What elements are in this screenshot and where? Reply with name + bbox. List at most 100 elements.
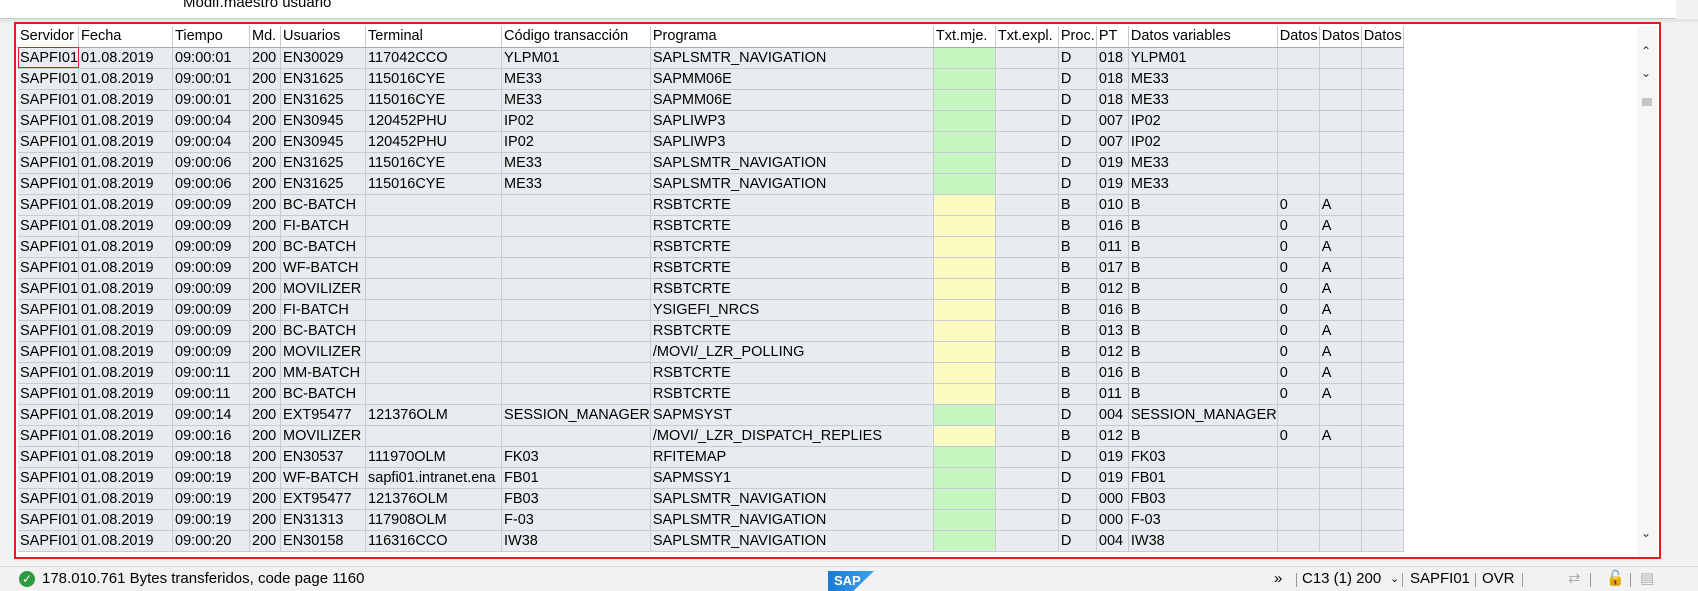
cell-pt[interactable]: 016 [1096, 215, 1129, 237]
cell-datos-2[interactable] [1319, 110, 1362, 132]
cell-datos-variables[interactable]: ME33 [1128, 152, 1278, 174]
cell-terminal[interactable] [365, 425, 503, 447]
cell-pt[interactable]: 017 [1096, 257, 1129, 279]
cell-datos-variables[interactable]: ME33 [1128, 89, 1278, 111]
table-row[interactable]: SAPFI01 01.08.2019 09:00:01 200 EN31625 11501… [18, 89, 1404, 111]
cell-programa[interactable]: SAPMM06E [650, 89, 934, 111]
cell-pt[interactable]: 018 [1096, 47, 1129, 69]
cell-pt[interactable]: 013 [1096, 320, 1129, 342]
cell-tiempo[interactable]: 09:00:09 [172, 236, 251, 258]
cell-codigo-transaccion[interactable] [501, 236, 651, 258]
column-header-txt-mje[interactable]: Txt.mje. [933, 26, 996, 48]
cell-tiempo[interactable]: 09:00:01 [172, 89, 251, 111]
cell-tiempo[interactable]: 09:00:06 [172, 173, 251, 195]
cell-tiempo[interactable]: 09:00:04 [172, 131, 251, 153]
cell-programa[interactable]: /MOVI/_LZR_DISPATCH_REPLIES [650, 425, 934, 447]
cell-md[interactable]: 200 [249, 404, 282, 426]
cell-datos-variables[interactable]: FK03 [1128, 446, 1278, 468]
cell-datos-3[interactable] [1361, 509, 1404, 531]
cell-txt-mje[interactable] [933, 215, 996, 237]
scroll-up-icon[interactable]: ⌃ [1641, 44, 1652, 58]
scrollbar-thumb[interactable] [1642, 98, 1652, 106]
cell-codigo-transaccion[interactable]: FB03 [501, 488, 651, 510]
column-header-txt-expl[interactable]: Txt.expl. [995, 26, 1059, 48]
cell-pt[interactable]: 019 [1096, 467, 1129, 489]
cell-md[interactable]: 200 [249, 425, 282, 447]
cell-datos-1[interactable] [1277, 467, 1320, 489]
cell-servidor[interactable]: SAPFI01 [18, 467, 80, 489]
cell-servidor[interactable]: SAPFI01 [18, 47, 80, 69]
cell-datos-1[interactable]: 0 [1277, 341, 1320, 363]
cell-datos-variables[interactable]: B [1128, 320, 1278, 342]
cell-codigo-transaccion[interactable] [501, 320, 651, 342]
table-row[interactable]: SAPFI01 01.08.2019 09:00:16 200 MOVILIZER/MO… [18, 425, 1404, 447]
cell-terminal[interactable] [365, 215, 503, 237]
cell-usuario[interactable]: MOVILIZER [280, 425, 367, 447]
cell-terminal[interactable]: 115016CYE [365, 173, 503, 195]
table-row[interactable]: SAPFI01 01.08.2019 09:00:20 200 EN30158 11631… [18, 530, 1404, 552]
cell-servidor[interactable]: SAPFI01 [18, 152, 80, 174]
column-header-datos-3[interactable]: Datos [1361, 26, 1404, 48]
cell-txt-expl[interactable] [995, 257, 1059, 279]
cell-terminal[interactable] [365, 278, 503, 300]
cell-txt-mje[interactable] [933, 68, 996, 90]
table-row[interactable]: SAPFI01 01.08.2019 09:00:19 200 EN31313 11790… [18, 509, 1404, 531]
cell-txt-mje[interactable] [933, 194, 996, 216]
vertical-scrollbar[interactable]: ⌃ ⌄ ⌄ [1637, 26, 1657, 557]
cell-datos-3[interactable] [1361, 362, 1404, 384]
cell-proc[interactable]: D [1058, 89, 1097, 111]
cell-datos-3[interactable] [1361, 320, 1404, 342]
table-row[interactable]: SAPFI01 01.08.2019 09:00:09 200 FI-BATCH RSBT… [18, 215, 1404, 237]
cell-usuario[interactable]: EN31313 [280, 509, 367, 531]
cell-servidor[interactable]: SAPFI01 [18, 194, 80, 216]
cell-datos-2[interactable] [1319, 488, 1362, 510]
cell-datos-3[interactable] [1361, 110, 1404, 132]
cell-usuario[interactable]: EN30945 [280, 110, 367, 132]
cell-fecha[interactable]: 01.08.2019 [78, 362, 174, 384]
cell-pt[interactable]: 011 [1096, 236, 1129, 258]
cell-codigo-transaccion[interactable] [501, 341, 651, 363]
table-row[interactable]: SAPFI01 01.08.2019 09:00:01 200 EN30029 11704… [18, 47, 1404, 69]
cell-datos-3[interactable] [1361, 488, 1404, 510]
cell-datos-1[interactable]: 0 [1277, 320, 1320, 342]
cell-datos-3[interactable] [1361, 467, 1404, 489]
cell-txt-mje[interactable] [933, 173, 996, 195]
cell-terminal[interactable]: 115016CYE [365, 68, 503, 90]
cell-programa[interactable]: RSBTCRTE [650, 257, 934, 279]
cell-fecha[interactable]: 01.08.2019 [78, 215, 174, 237]
cell-datos-2[interactable]: A [1319, 320, 1362, 342]
cell-terminal[interactable]: 111970OLM [365, 446, 503, 468]
cell-tiempo[interactable]: 09:00:19 [172, 488, 251, 510]
cell-programa[interactable]: SAPLSMTR_NAVIGATION [650, 488, 934, 510]
cell-terminal[interactable]: 117042CCO [365, 47, 503, 69]
cell-txt-expl[interactable] [995, 47, 1059, 69]
cell-md[interactable]: 200 [249, 110, 282, 132]
cell-tiempo[interactable]: 09:00:09 [172, 278, 251, 300]
cell-tiempo[interactable]: 09:00:06 [172, 152, 251, 174]
splitter-handle[interactable]: ....... [0, 16, 1698, 26]
column-header-proc[interactable]: Proc. [1058, 26, 1097, 48]
cell-usuario[interactable]: EN31625 [280, 173, 367, 195]
cell-datos-3[interactable] [1361, 404, 1404, 426]
cell-tiempo[interactable]: 09:00:01 [172, 47, 251, 69]
cell-datos-3[interactable] [1361, 257, 1404, 279]
cell-txt-mje[interactable] [933, 110, 996, 132]
table-row[interactable]: SAPFI01 01.08.2019 09:00:01 200 EN31625 11501… [18, 68, 1404, 90]
cell-tiempo[interactable]: 09:00:16 [172, 425, 251, 447]
cell-pt[interactable]: 000 [1096, 488, 1129, 510]
cell-datos-2[interactable]: A [1319, 383, 1362, 405]
table-row[interactable]: SAPFI01 01.08.2019 09:00:04 200 EN30945 12045… [18, 110, 1404, 132]
cell-datos-2[interactable] [1319, 467, 1362, 489]
cell-programa[interactable]: RSBTCRTE [650, 236, 934, 258]
cell-txt-mje[interactable] [933, 152, 996, 174]
cell-pt[interactable]: 007 [1096, 110, 1129, 132]
cell-datos-2[interactable] [1319, 446, 1362, 468]
cell-md[interactable]: 200 [249, 173, 282, 195]
cell-programa[interactable]: SAPMSYST [650, 404, 934, 426]
cell-proc[interactable]: D [1058, 47, 1097, 69]
cell-md[interactable]: 200 [249, 68, 282, 90]
cell-programa[interactable]: SAPLIWP3 [650, 110, 934, 132]
cell-datos-1[interactable] [1277, 488, 1320, 510]
cell-datos-variables[interactable]: SESSION_MANAGER [1128, 404, 1278, 426]
cell-servidor[interactable]: SAPFI01 [18, 89, 80, 111]
